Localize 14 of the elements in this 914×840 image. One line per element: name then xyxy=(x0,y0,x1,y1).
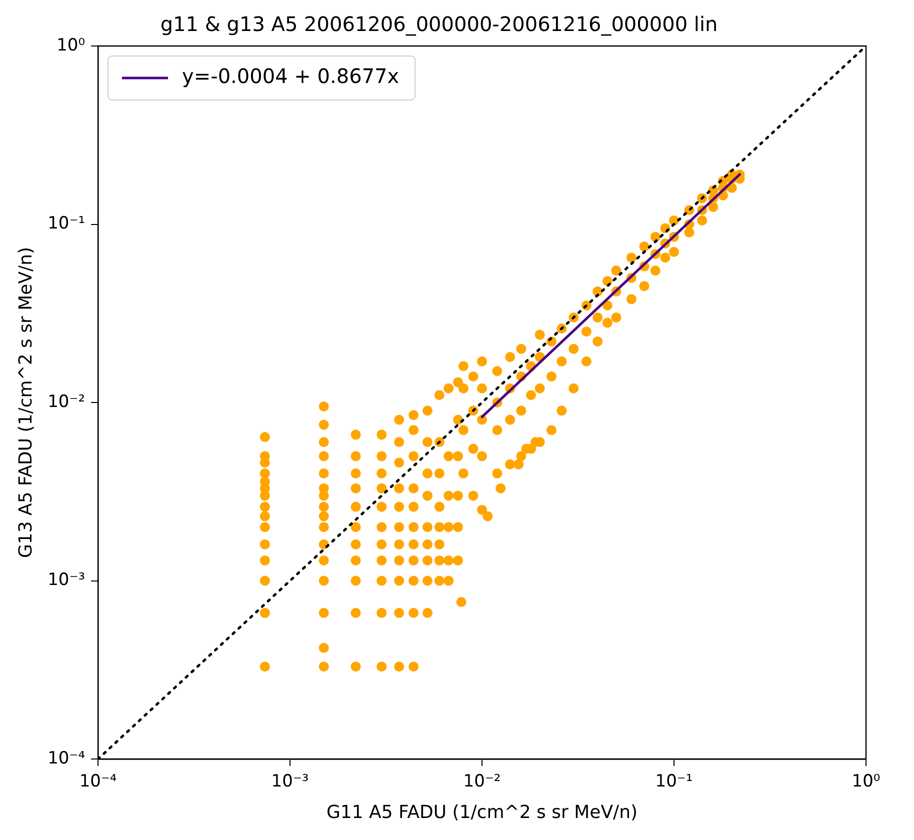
x-tick-label: 10⁻² xyxy=(463,772,501,792)
chart-title: g11 & g13 A5 20061206_000000-20061216_000000 lin xyxy=(160,12,718,36)
y-tick-label: 10⁻² xyxy=(48,392,86,412)
x-tick-label: 10⁰ xyxy=(852,772,880,792)
y-tick-label: 10⁻¹ xyxy=(48,214,86,234)
y-tick-label: 10⁰ xyxy=(56,35,86,56)
x-tick-label: 10⁻³ xyxy=(271,772,309,792)
x-tick-label: 10⁻¹ xyxy=(655,772,693,792)
legend-label: y=-0.0004 + 0.8677x xyxy=(182,64,400,88)
x-axis-title: G11 A5 FADU (1/cm^2 s sr MeV/n) xyxy=(326,802,638,823)
y-tick-label: 10⁻³ xyxy=(48,570,86,590)
x-tick-label: 10⁻⁴ xyxy=(79,772,117,792)
y-axis-title: G13 A5 FADU (1/cm^2 s sr MeV/n) xyxy=(15,246,36,558)
y-tick-label: 10⁻⁴ xyxy=(48,748,86,768)
